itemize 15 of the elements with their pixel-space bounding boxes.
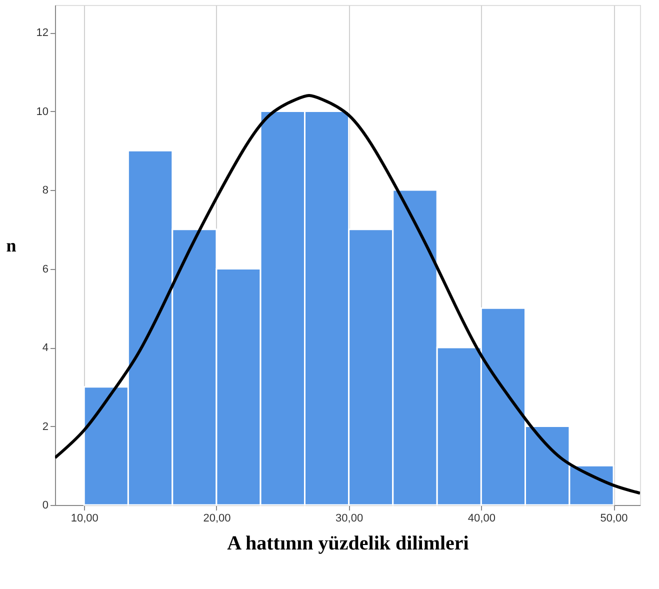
y-tick-label: 4 [42,342,48,354]
y-tick-label: 0 [42,500,48,512]
x-tick-label: 50,00 [600,512,628,524]
y-tick-label: 10 [36,106,48,118]
x-tick-label: 20,00 [203,512,231,524]
y-tick-label: 2 [42,420,48,433]
line-series [55,94,640,495]
y-tick-label: 6 [42,263,48,276]
y-tick-label: 8 [42,184,48,197]
x-tick-label: 30,00 [336,512,364,524]
y-axis-title: n [6,236,16,256]
y-tick-label: 12 [36,27,48,40]
x-tick-label: 40,00 [468,512,496,524]
x-tick-label: 10,00 [70,512,98,524]
x-axis-title: A hattının yüzdelik dilimleri [227,532,470,554]
